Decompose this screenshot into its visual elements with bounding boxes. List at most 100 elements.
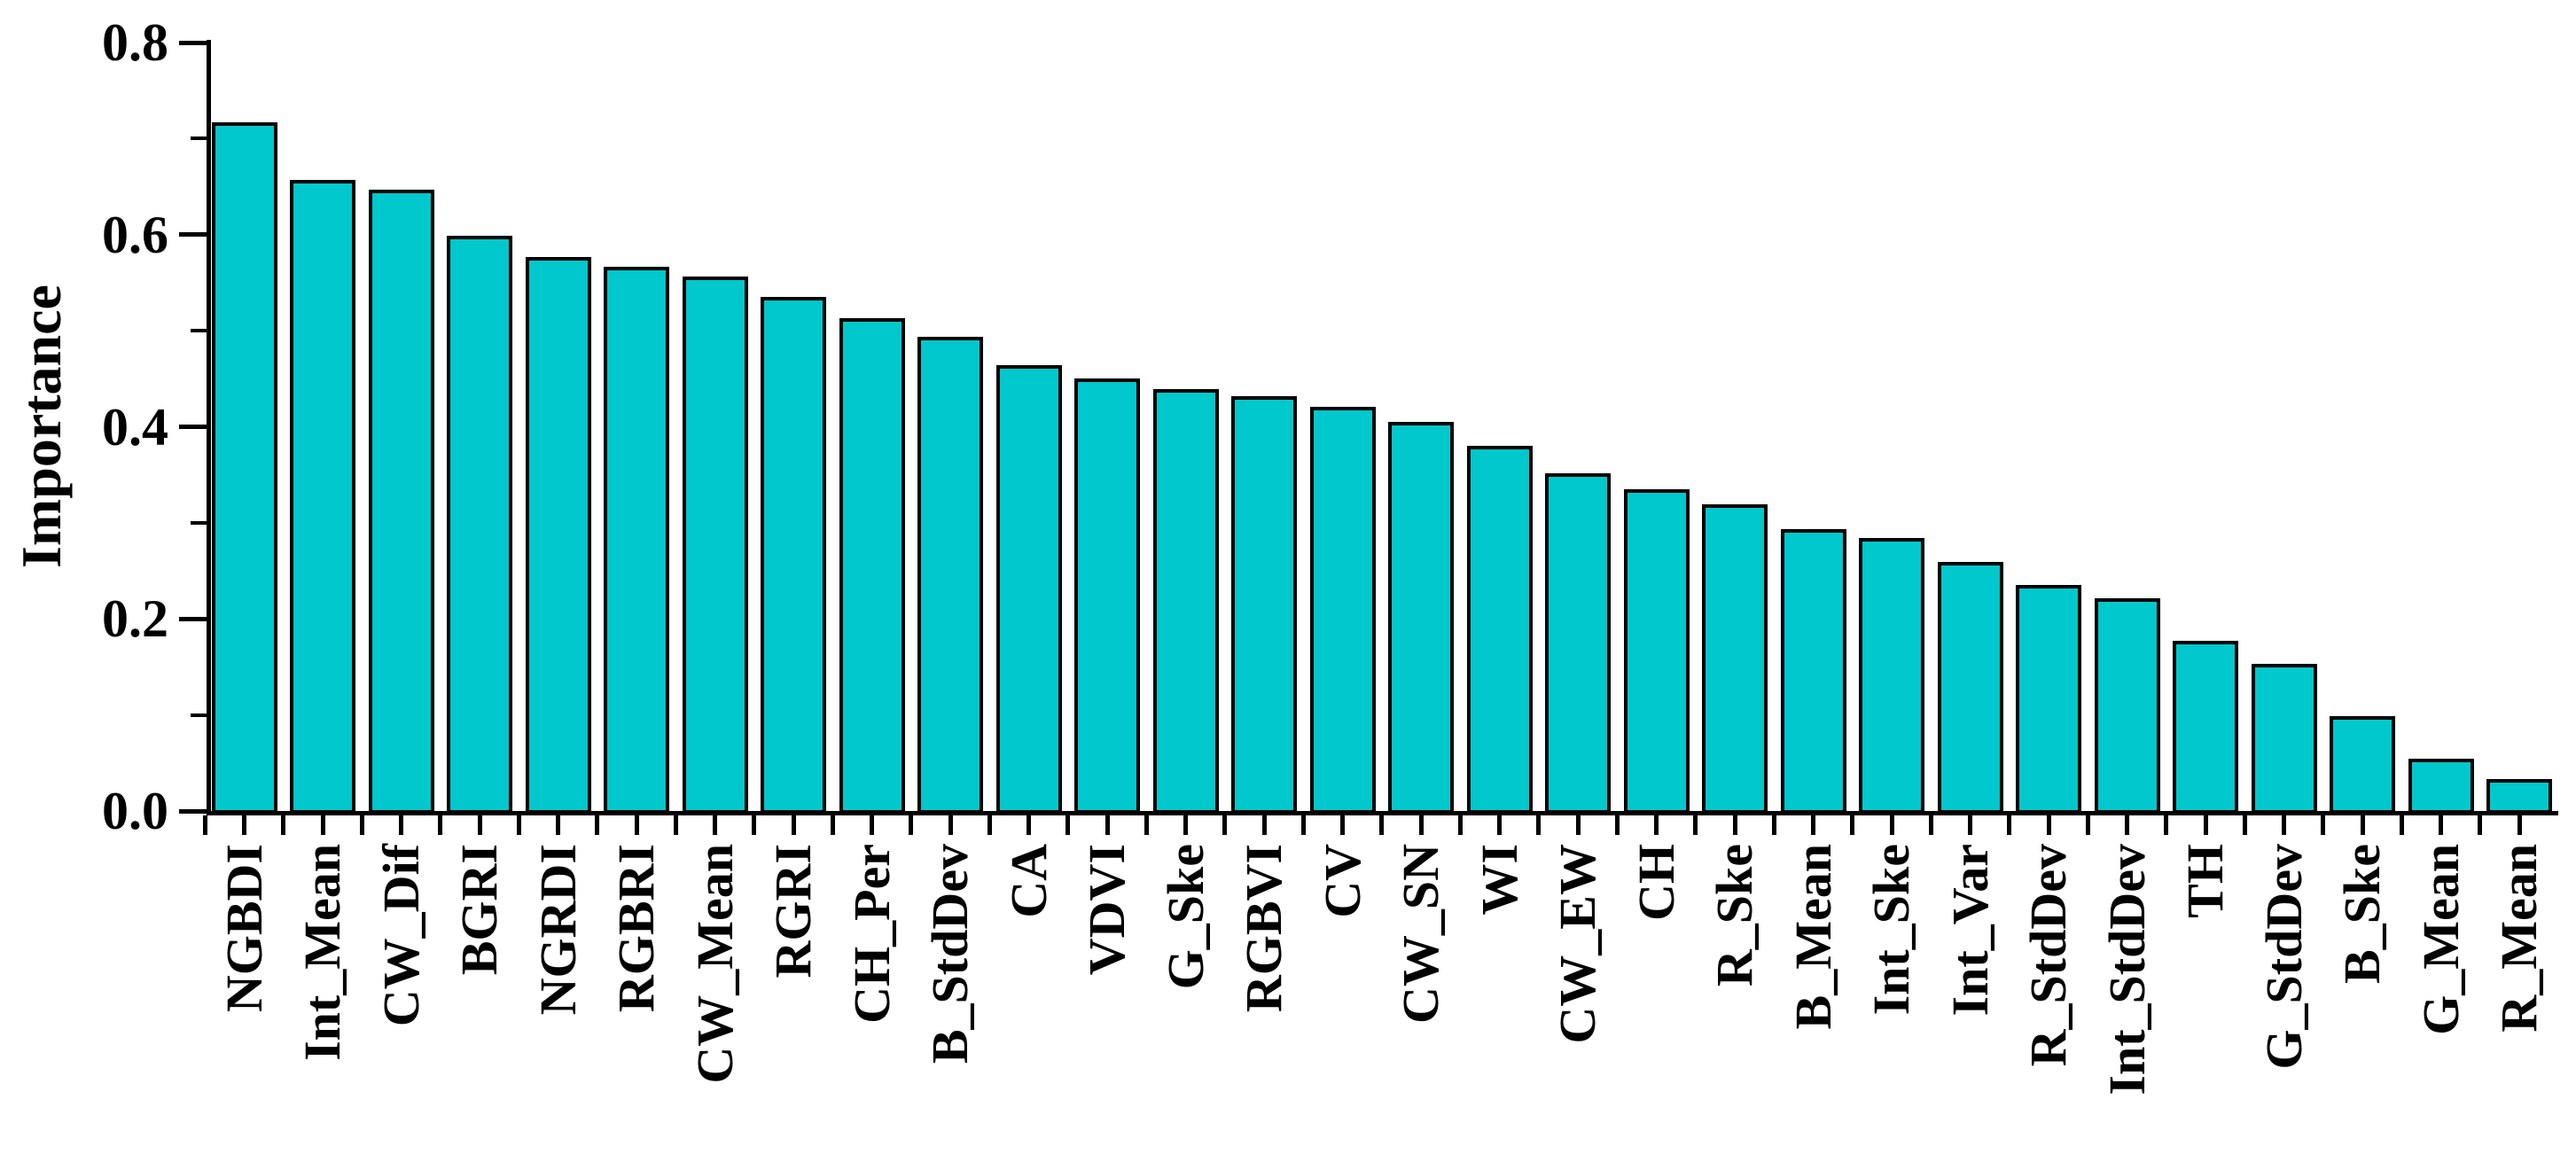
bar: [1074, 378, 1140, 814]
x-axis-tick: [634, 815, 639, 835]
x-axis-tick: [948, 815, 953, 835]
x-axis-tick: [1026, 815, 1031, 835]
x-axis-tick: [1968, 815, 1972, 835]
x-axis-tick: [2282, 815, 2286, 835]
bar: [211, 122, 277, 814]
x-category-label: WI: [1470, 844, 1528, 916]
bar: [1702, 504, 1768, 814]
bar: [2408, 758, 2474, 814]
x-axis-tick: [1222, 815, 1228, 835]
x-axis-tick: [1066, 815, 1071, 835]
x-axis-tick: [713, 815, 717, 835]
x-axis-tick: [2046, 815, 2051, 835]
x-axis-tick: [1654, 815, 1659, 835]
x-axis-tick: [830, 815, 835, 835]
y-major-tick: [179, 425, 208, 429]
x-axis-tick: [1928, 815, 1933, 835]
x-axis-tick: [1536, 815, 1542, 835]
bar: [525, 256, 591, 814]
x-axis-tick: [909, 815, 914, 835]
x-axis-tick: [1379, 815, 1385, 835]
y-major-tick: [179, 40, 208, 45]
bar: [2486, 779, 2552, 814]
y-minor-tick: [191, 713, 208, 717]
bar: [1152, 389, 1219, 814]
bar: [1388, 422, 1454, 814]
x-axis-tick: [2517, 815, 2522, 835]
x-axis-tick: [1300, 815, 1306, 835]
y-axis-line: [206, 40, 211, 815]
bar: [1231, 395, 1297, 814]
x-category-label: G_Mean: [2411, 844, 2470, 1035]
x-category-label: B_Ske: [2333, 844, 2391, 984]
x-category-label: Int_StdDev: [2097, 844, 2156, 1096]
x-category-label: R_StdDev: [2019, 844, 2077, 1067]
x-category-label: BGRI: [450, 844, 508, 976]
bar: [368, 189, 434, 814]
bar: [761, 297, 826, 814]
bar: [1309, 406, 1376, 814]
bar: [1466, 446, 1533, 814]
bar: [2173, 641, 2238, 814]
x-axis-tick: [673, 815, 678, 835]
x-category-label: CH: [1627, 844, 1685, 921]
x-category-label: Int_Var: [1940, 844, 1999, 1017]
x-category-label: RGBVI: [1235, 844, 1292, 1013]
bar: [682, 276, 748, 814]
x-axis-tick: [1693, 815, 1698, 835]
x-axis-tick: [1771, 815, 1776, 835]
bar: [1545, 472, 1611, 814]
x-category-label: RGRI: [764, 844, 822, 979]
x-category-label: CV: [1313, 844, 1371, 918]
y-tick-label: 0.2: [102, 589, 168, 649]
x-category-label: G_StdDev: [2254, 844, 2313, 1070]
x-axis-tick: [516, 815, 521, 835]
x-axis-tick: [1183, 815, 1188, 835]
y-minor-tick: [191, 520, 208, 525]
bar: [604, 266, 669, 814]
x-axis-tick: [1497, 815, 1502, 835]
bar: [995, 365, 1062, 814]
x-axis-tick: [202, 815, 207, 835]
x-category-label: VDVI: [1078, 844, 1136, 976]
x-axis-tick: [1811, 815, 1815, 835]
x-axis-tick: [2007, 815, 2012, 835]
x-axis-tick: [2439, 815, 2443, 835]
bar: [2016, 585, 2081, 814]
x-category-label: CW_SN: [1392, 844, 1449, 1025]
x-axis-line: [206, 811, 2558, 815]
x-axis-tick: [2478, 815, 2483, 835]
x-category-label: CH_Per: [842, 844, 901, 1024]
bar: [447, 236, 512, 814]
y-minor-tick: [191, 136, 208, 141]
bar: [839, 318, 905, 814]
x-category-label: CW_Mean: [685, 844, 744, 1084]
x-category-label: CW_EW: [1549, 844, 1606, 1044]
x-category-label: G_Ske: [1156, 844, 1214, 990]
y-tick-label: 0.6: [102, 205, 168, 264]
x-axis-tick: [595, 815, 600, 835]
bar: [2330, 715, 2395, 814]
x-axis-tick: [870, 815, 874, 835]
bar: [1623, 489, 1690, 814]
x-axis-tick: [359, 815, 364, 835]
x-category-label: R_Mean: [2490, 844, 2548, 1033]
bar: [1780, 528, 1846, 814]
x-axis-tick: [987, 815, 992, 835]
x-axis-tick: [1732, 815, 1737, 835]
x-category-label: Int_Ske: [1862, 844, 1920, 1016]
bar: [1937, 562, 2003, 814]
x-axis-tick: [1105, 815, 1110, 835]
bar: [2094, 597, 2160, 814]
x-category-label: NGBDI: [215, 844, 273, 1013]
x-category-label: TH: [2176, 844, 2234, 918]
x-category-label: Int_Mean: [293, 844, 351, 1061]
x-axis-tick: [2164, 815, 2169, 835]
x-axis-tick: [281, 815, 286, 835]
x-axis-tick: [556, 815, 560, 835]
x-axis-tick: [242, 815, 246, 835]
bar: [290, 180, 355, 814]
bar: [1859, 538, 1924, 814]
